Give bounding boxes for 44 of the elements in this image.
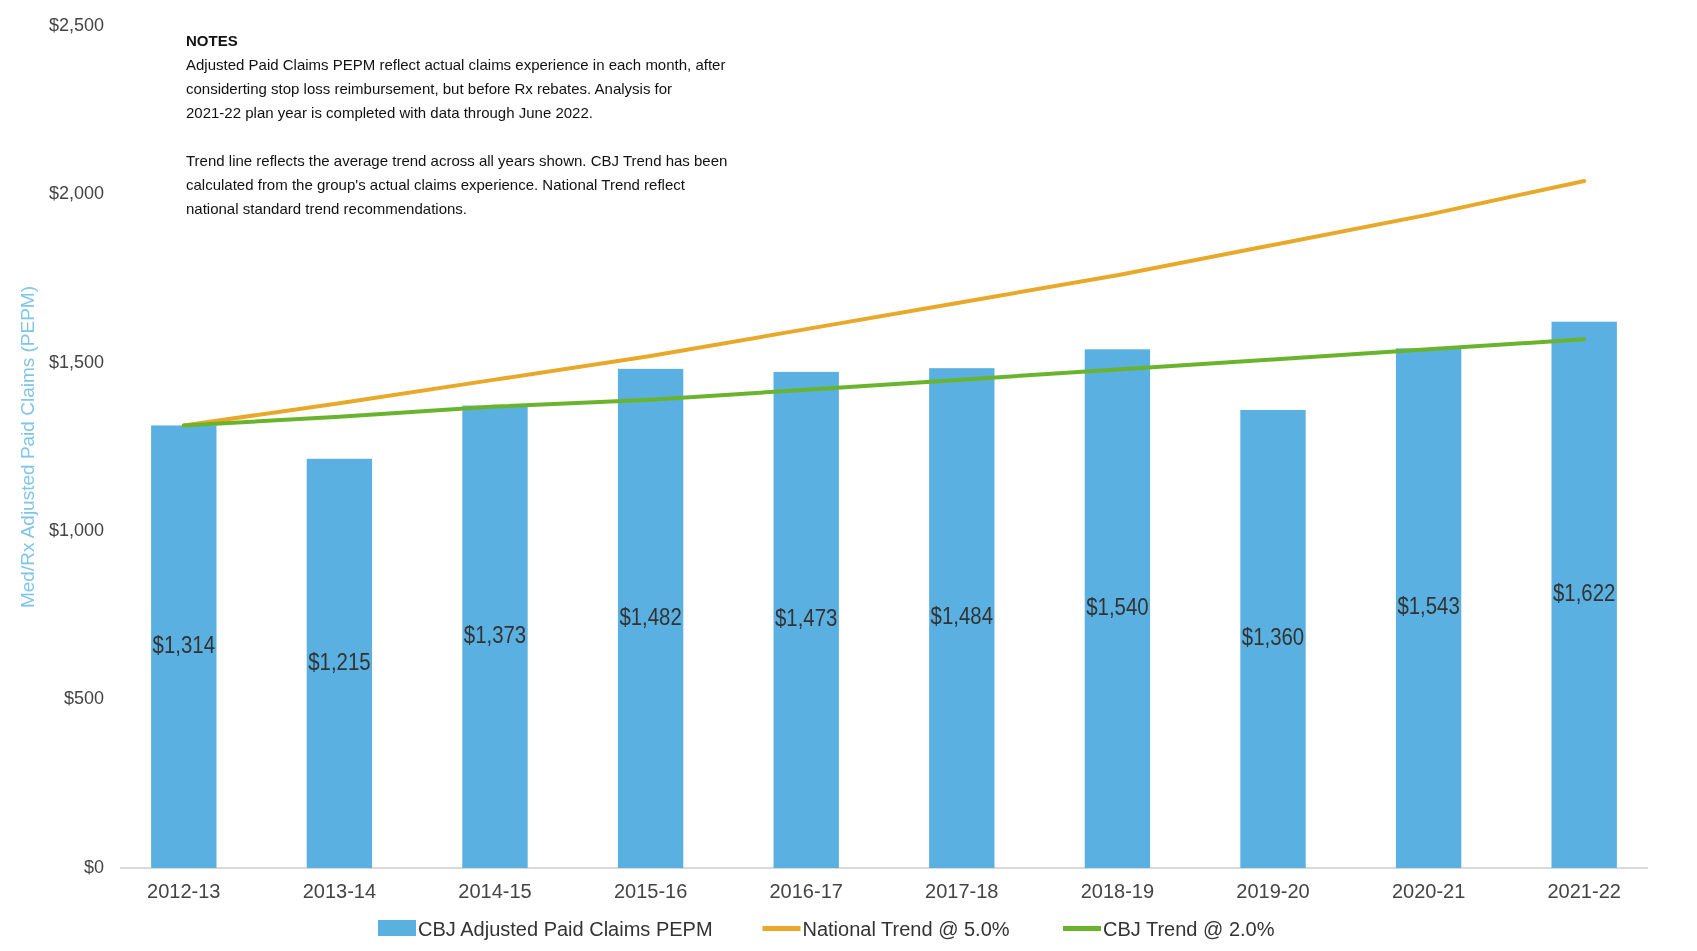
y-tick-label: $1,500 — [48, 351, 104, 372]
bar — [1240, 409, 1306, 868]
annotation: NOTES — [186, 32, 238, 49]
x-tick-label: 2020-21 — [1391, 880, 1466, 902]
bar — [1084, 349, 1151, 868]
data-label: $1,215 — [308, 648, 371, 676]
annotation: Trend line reflects the average trend across all years shown. CBJ Trend has been calculated from the group's actual claims experience. National Trend reflect national standard trend recommendations. — [186, 152, 728, 217]
y-tick-label: $0 — [83, 856, 104, 877]
data-label: $1,484 — [930, 602, 993, 630]
data-label: $1,360 — [1241, 623, 1305, 651]
bar — [1551, 321, 1617, 868]
y-tick-label: $1,000 — [48, 519, 104, 540]
legend-label: National Trend @ 5.0% — [802, 918, 1010, 940]
line-series — [181, 337, 1587, 428]
bar — [151, 425, 217, 868]
legend-label: CBJ Trend @ 2.0% — [1103, 918, 1275, 940]
data-label: $1,373 — [463, 621, 527, 649]
bar — [929, 368, 995, 868]
y-axis-title: Med/Rx Adjusted Paid Claims (PEPM) — [17, 285, 38, 609]
data-label: $1,622 — [1553, 579, 1616, 607]
data-label: $1,543 — [1397, 592, 1460, 620]
data-label: $1,314 — [152, 631, 215, 659]
y-tick-label: $2,000 — [48, 183, 104, 204]
x-tick-label: 2015-16 — [613, 880, 688, 902]
x-tick-label: 2021-22 — [1547, 880, 1621, 902]
annotation: Adjusted Paid Claims PEPM reflect actual claims experience in each month, after considerting stop loss reimbursement, but before Rx rebates. Analysis for 2021-22 plan year is completed with data through June 2022. — [186, 56, 726, 121]
y-tick-label: $2,500 — [48, 14, 104, 35]
x-tick-label: 2012-13 — [147, 880, 221, 902]
bar — [462, 405, 528, 868]
legend-label: CBJ Adjusted Paid Claims PEPM — [418, 918, 713, 940]
data-label: $1,473 — [775, 604, 838, 632]
bar — [617, 368, 684, 868]
bar — [773, 371, 839, 868]
bar — [306, 458, 373, 868]
bar — [1395, 348, 1462, 868]
x-tick-label: 2017-18 — [925, 880, 999, 902]
x-tick-label: 2014-15 — [458, 880, 532, 902]
x-tick-label: 2019-20 — [1236, 880, 1310, 902]
x-tick-label: 2013-14 — [302, 880, 377, 902]
data-label: $1,540 — [1086, 593, 1149, 621]
data-label: $1,482 — [619, 603, 682, 631]
x-tick-label: 2018-19 — [1080, 880, 1155, 902]
x-tick-label: 2016-17 — [769, 880, 843, 902]
y-tick-label: $500 — [63, 688, 104, 709]
